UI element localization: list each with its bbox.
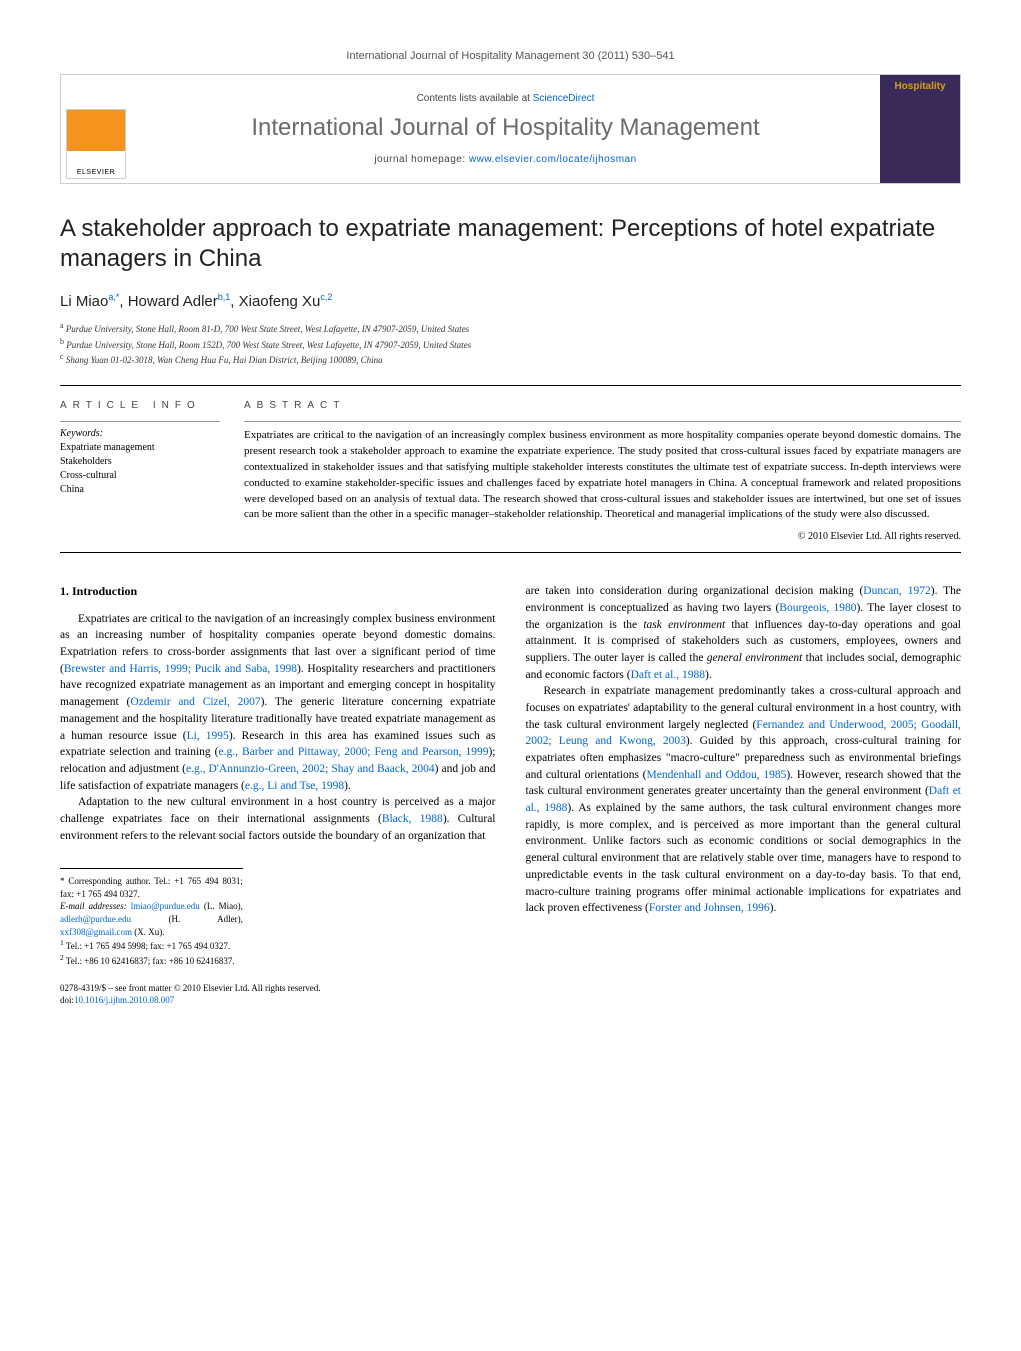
front-matter-line: 0278-4319/$ – see front matter © 2010 El… bbox=[60, 983, 496, 995]
info-abstract-row: ARTICLE INFO Keywords: Expatriate manage… bbox=[60, 386, 961, 553]
article-info-heading: ARTICLE INFO bbox=[60, 400, 220, 411]
body-paragraph: are taken into consideration during orga… bbox=[526, 583, 962, 683]
email-link[interactable]: xxf308@gmail.com bbox=[60, 927, 132, 937]
keyword: Cross-cultural bbox=[60, 469, 220, 483]
doi-line: doi:10.1016/j.ijhm.2010.08.007 bbox=[60, 995, 496, 1007]
footnotes: * Corresponding author. Tel.: +1 765 494… bbox=[60, 868, 243, 967]
keywords-label: Keywords: bbox=[60, 428, 220, 439]
publisher-logo-slot: ELSEVIER bbox=[61, 75, 131, 183]
keyword: Expatriate management bbox=[60, 441, 220, 455]
contents-line: Contents lists available at ScienceDirec… bbox=[417, 93, 595, 104]
affiliation-a: a Purdue University, Stone Hall, Room 81… bbox=[60, 320, 961, 336]
body-columns: 1. Introduction Expatriates are critical… bbox=[60, 583, 961, 1006]
email-link[interactable]: lmiao@purdue.edu bbox=[131, 901, 200, 911]
column-right: are taken into consideration during orga… bbox=[526, 583, 962, 1006]
abstract-text: Expatriates are critical to the navigati… bbox=[244, 428, 961, 524]
journal-banner: ELSEVIER Contents lists available at Sci… bbox=[60, 74, 961, 184]
authors-line: Li Miaoa,*, Howard Adlerb,1, Xiaofeng Xu… bbox=[60, 292, 961, 310]
journal-cover-thumb: Hospitality bbox=[880, 75, 960, 183]
abstract-divider bbox=[244, 421, 961, 422]
abstract-copyright: © 2010 Elsevier Ltd. All rights reserved… bbox=[244, 531, 961, 542]
email-link[interactable]: adlerh@purdue.edu bbox=[60, 914, 131, 924]
section-heading: 1. Introduction bbox=[60, 583, 496, 600]
body-paragraph: Expatriates are critical to the navigati… bbox=[60, 611, 496, 794]
column-left: 1. Introduction Expatriates are critical… bbox=[60, 583, 496, 1006]
journal-name: International Journal of Hospitality Man… bbox=[251, 114, 759, 142]
keyword: China bbox=[60, 483, 220, 497]
elsevier-tree-icon: ELSEVIER bbox=[66, 109, 126, 179]
keyword: Stakeholders bbox=[60, 455, 220, 469]
abstract-block: ABSTRACT Expatriates are critical to the… bbox=[244, 400, 961, 543]
homepage-line: journal homepage: www.elsevier.com/locat… bbox=[374, 154, 636, 165]
info-divider bbox=[60, 421, 220, 422]
doi-link[interactable]: 10.1016/j.ijhm.2010.08.007 bbox=[74, 995, 174, 1005]
running-header: International Journal of Hospitality Man… bbox=[60, 50, 961, 62]
cover-title: Hospitality bbox=[894, 81, 945, 92]
body-paragraph: Adaptation to the new cultural environme… bbox=[60, 794, 496, 844]
body-paragraph: Research in expatriate management predom… bbox=[526, 683, 962, 916]
elsevier-logo-text: ELSEVIER bbox=[67, 167, 125, 178]
footer: 0278-4319/$ – see front matter © 2010 El… bbox=[60, 983, 496, 1006]
affiliation-c: c Shang Yuan 01-02-3018, Wan Cheng Hua F… bbox=[60, 351, 961, 367]
article-title: A stakeholder approach to expatriate man… bbox=[60, 214, 961, 274]
article-info-block: ARTICLE INFO Keywords: Expatriate manage… bbox=[60, 400, 220, 543]
sciencedirect-link[interactable]: ScienceDirect bbox=[533, 93, 595, 104]
journal-homepage-link[interactable]: www.elsevier.com/locate/ijhosman bbox=[469, 154, 637, 165]
running-header-text: International Journal of Hospitality Man… bbox=[346, 50, 674, 62]
affiliations: a Purdue University, Stone Hall, Room 81… bbox=[60, 320, 961, 367]
abstract-heading: ABSTRACT bbox=[244, 400, 961, 411]
footnote-2: 2 Tel.: +86 10 62416837; fax: +86 10 624… bbox=[60, 953, 243, 968]
banner-center: Contents lists available at ScienceDirec… bbox=[131, 75, 880, 183]
affiliation-b: b Purdue University, Stone Hall, Room 15… bbox=[60, 336, 961, 352]
email-addresses: E-mail addresses: lmiao@purdue.edu (L. M… bbox=[60, 900, 243, 938]
divider bbox=[60, 552, 961, 553]
corresponding-author-note: * Corresponding author. Tel.: +1 765 494… bbox=[60, 875, 243, 900]
footnote-1: 1 Tel.: +1 765 494 5998; fax: +1 765 494… bbox=[60, 938, 243, 953]
keywords-list: Expatriate management Stakeholders Cross… bbox=[60, 441, 220, 497]
